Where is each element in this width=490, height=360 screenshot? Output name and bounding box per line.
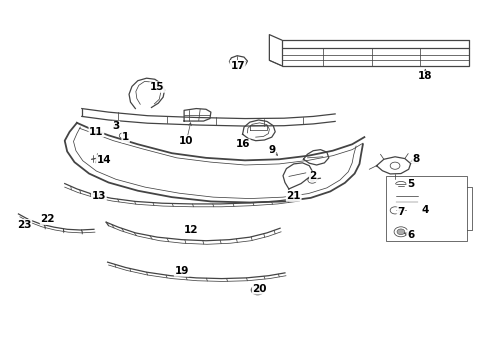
Text: 14: 14 [97, 156, 111, 165]
Circle shape [397, 229, 405, 235]
Text: 10: 10 [179, 136, 194, 146]
Text: 17: 17 [230, 61, 245, 71]
Text: 1: 1 [122, 132, 129, 142]
Circle shape [114, 124, 119, 128]
Circle shape [254, 288, 261, 293]
Text: 23: 23 [17, 220, 31, 230]
Text: 8: 8 [412, 154, 419, 163]
Text: 12: 12 [184, 225, 198, 235]
Text: 20: 20 [252, 284, 267, 294]
Text: 7: 7 [397, 207, 405, 217]
Text: 22: 22 [40, 214, 55, 224]
Text: 15: 15 [150, 82, 165, 92]
Text: 4: 4 [421, 205, 429, 215]
Text: 11: 11 [89, 127, 104, 137]
Text: 21: 21 [287, 191, 301, 201]
Text: 9: 9 [268, 145, 275, 155]
Text: 16: 16 [235, 139, 250, 149]
Circle shape [310, 179, 314, 181]
Text: 19: 19 [174, 266, 189, 276]
Text: 2: 2 [310, 171, 317, 181]
Text: 6: 6 [407, 230, 414, 240]
Text: 18: 18 [418, 71, 433, 81]
Text: 13: 13 [92, 191, 106, 201]
Text: 5: 5 [407, 179, 414, 189]
Text: 3: 3 [112, 121, 120, 131]
